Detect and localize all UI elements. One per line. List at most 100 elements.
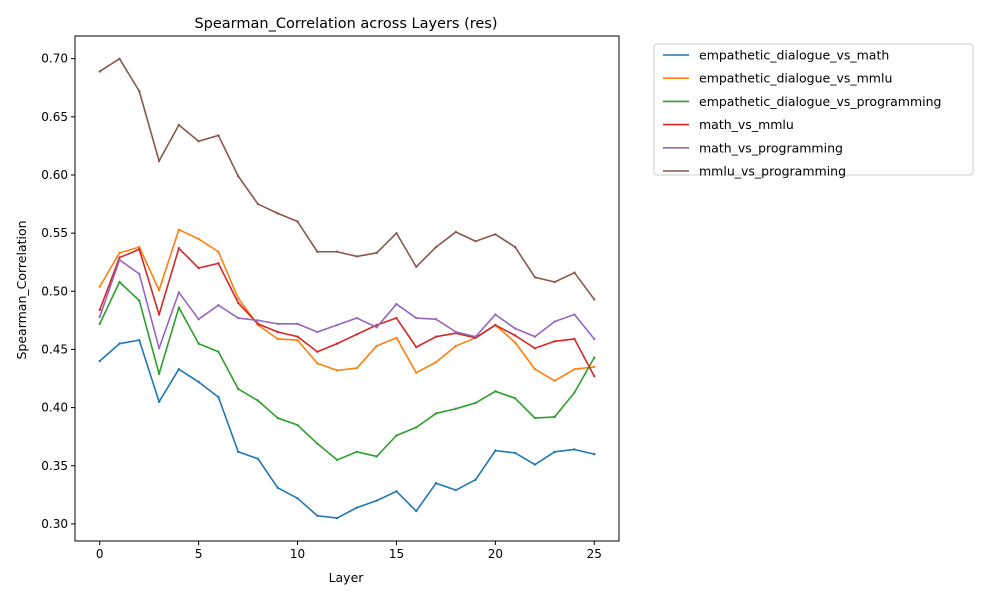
data-point: [296, 338, 299, 342]
data-point: [573, 271, 576, 274]
data-point: [355, 506, 359, 509]
data-point: [513, 341, 517, 344]
data-point: [434, 482, 438, 485]
y-tick-label: 0.30: [41, 517, 68, 531]
data-point: [157, 372, 161, 376]
legend-label: empathetic_dialogue_vs_math: [699, 48, 889, 63]
data-point: [494, 390, 497, 393]
data-point: [157, 159, 161, 163]
series-line: [99, 228, 595, 382]
y-tick-label: 0.60: [41, 168, 68, 182]
data-point: [593, 337, 596, 341]
data-point: [217, 304, 220, 307]
data-point: [593, 365, 596, 369]
y-axis-label: Spearman_Correlation: [14, 220, 29, 359]
data-point: [533, 416, 537, 420]
data-point: [434, 335, 438, 338]
series-line: [99, 57, 595, 300]
data-point: [237, 297, 240, 300]
legend: empathetic_dialogue_vs_math empathetic_di…: [653, 43, 974, 179]
data-point: [533, 368, 537, 371]
data-point: [533, 347, 537, 350]
data-point: [138, 245, 141, 249]
data-point: [256, 319, 260, 322]
data-point: [276, 416, 279, 420]
data-point: [454, 330, 457, 334]
data-point: [98, 322, 101, 326]
data-point: [197, 266, 200, 270]
data-point: [355, 316, 359, 320]
data-point: [335, 516, 339, 520]
data-point: [276, 486, 279, 490]
y-tick-label: 0.70: [41, 52, 68, 66]
data-point: [177, 247, 181, 250]
data-point: [434, 361, 438, 364]
data-point: [494, 323, 497, 327]
data-point: [118, 256, 121, 259]
data-point: [118, 251, 121, 255]
x-tick-label: 0: [96, 547, 104, 561]
data-point: [375, 251, 378, 255]
data-point: [217, 262, 220, 265]
data-point: [573, 391, 576, 394]
data-point: [395, 336, 398, 340]
data-point: [197, 318, 200, 321]
data-point: [177, 291, 181, 294]
data-point: [276, 337, 279, 341]
data-point: [553, 415, 556, 419]
data-point: [118, 258, 121, 262]
legend-entry: empathetic_dialogue_vs_programming: [663, 94, 941, 109]
data-point: [474, 478, 477, 481]
data-point: [256, 399, 260, 402]
legend-frame: [653, 43, 974, 176]
data-point: [415, 345, 418, 349]
legend-entry: math_vs_programming: [663, 140, 843, 155]
data-point: [355, 333, 359, 336]
data-point: [296, 322, 299, 326]
data-point: [217, 350, 220, 353]
data-point: [138, 272, 141, 276]
legend-entry: math_vs_mmlu: [663, 117, 794, 132]
data-point: [276, 330, 279, 334]
data-point: [553, 340, 556, 343]
data-point: [237, 387, 240, 391]
series-math_vs_programming: [98, 258, 596, 350]
legend-label: math_vs_mmlu: [699, 117, 794, 132]
data-point: [256, 457, 260, 460]
data-point: [375, 344, 378, 348]
plot-frame: [74, 35, 620, 542]
data-point: [494, 233, 497, 236]
data-point: [177, 228, 181, 231]
legend-label: empathetic_dialogue_vs_programming: [699, 94, 941, 109]
data-point: [454, 488, 457, 492]
data-point: [454, 230, 457, 234]
data-point: [138, 299, 141, 302]
data-point: [335, 250, 339, 253]
data-point: [316, 350, 319, 353]
legend-entry: empathetic_dialogue_vs_math: [663, 48, 889, 63]
data-point: [335, 369, 339, 372]
data-point: [415, 265, 418, 269]
data-point: [98, 285, 101, 288]
data-point: [513, 245, 517, 249]
y-axis: 0.30 0.35 0.40 0.45 0.50 0.55 0.60 0.65 0.70: [41, 52, 75, 531]
data-point: [276, 322, 279, 326]
data-point: [157, 313, 161, 316]
data-point: [415, 371, 418, 374]
legend-entry: mmlu_vs_programming: [663, 164, 846, 179]
y-tick-label: 0.45: [41, 342, 68, 356]
data-point: [474, 401, 477, 405]
data-point: [454, 407, 457, 410]
data-point: [138, 248, 141, 251]
data-point: [138, 338, 141, 342]
data-point: [276, 212, 279, 215]
data-point: [553, 280, 556, 284]
data-point: [395, 302, 398, 306]
series-line: [99, 281, 595, 461]
series-mmlu_vs_programming: [98, 57, 596, 301]
data-point: [355, 255, 359, 258]
data-point: [573, 368, 576, 371]
x-tick-label: 10: [290, 547, 305, 561]
